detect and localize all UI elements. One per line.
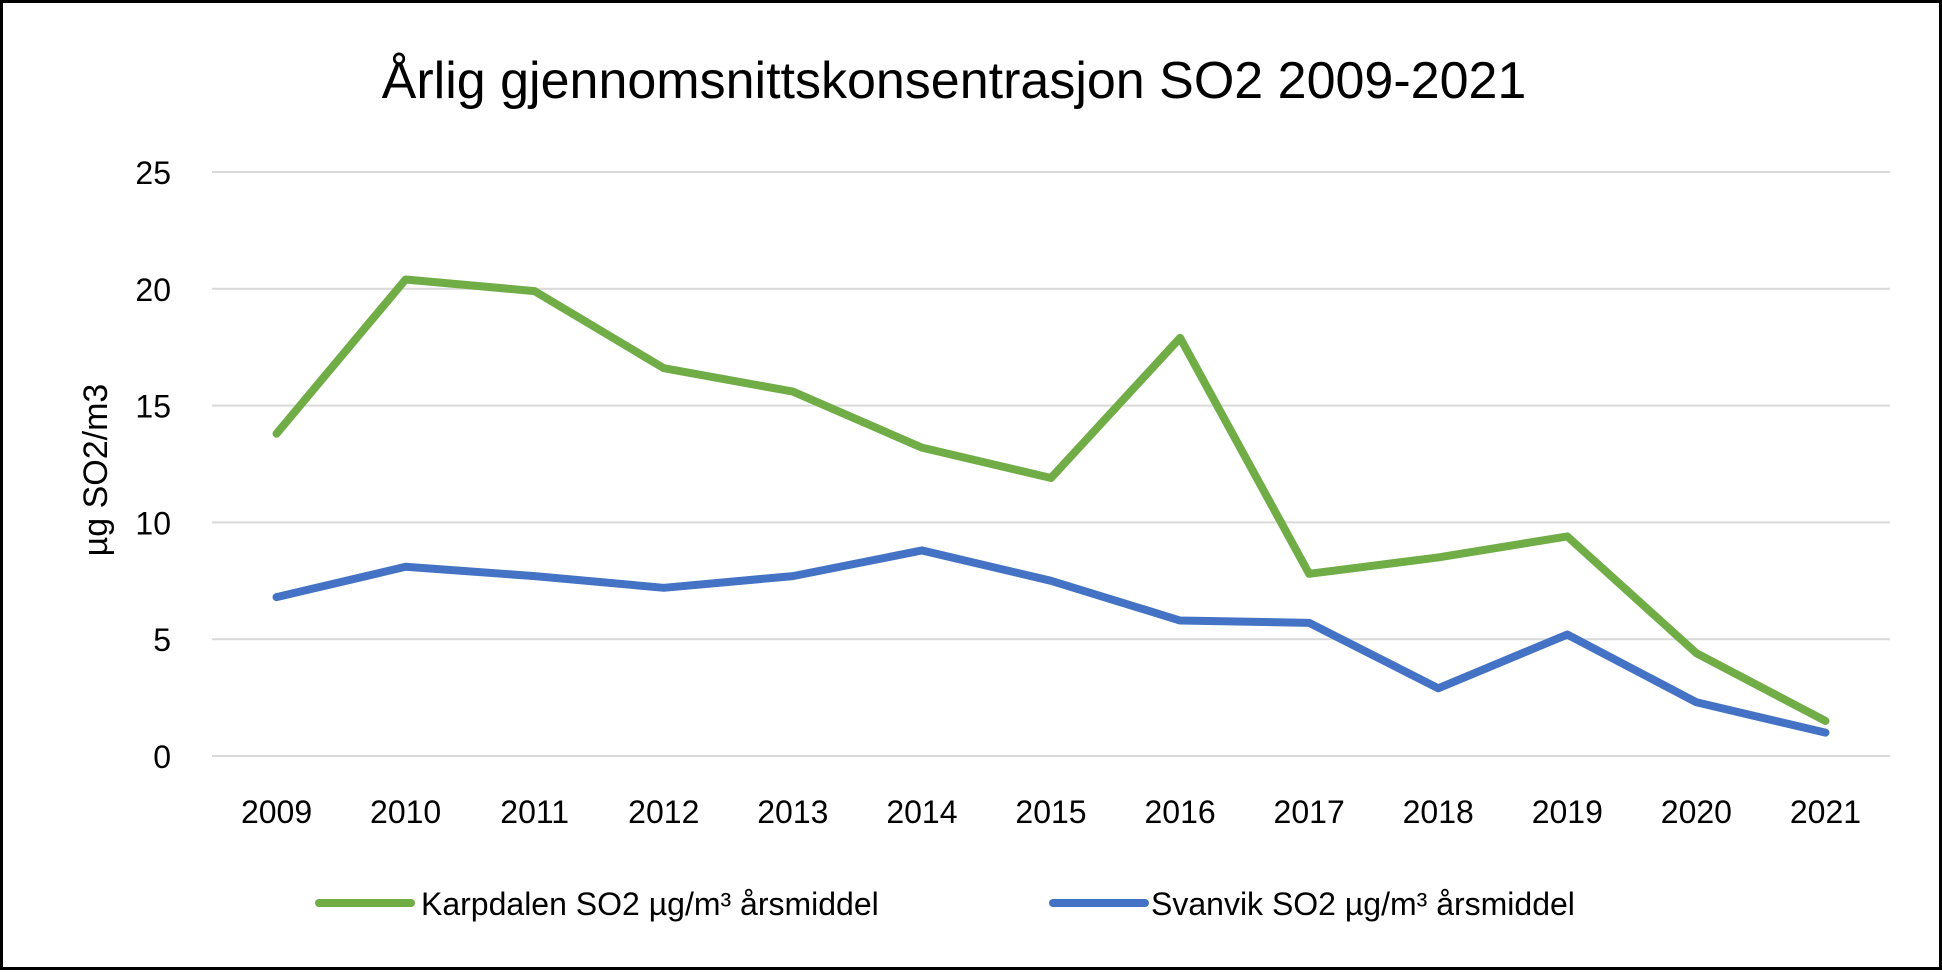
data-point: [1437, 687, 1440, 690]
y-tick-label: 15: [135, 389, 171, 425]
data-point: [1566, 633, 1569, 636]
y-axis-ticks: 0 5 10 15 20 25: [135, 155, 171, 775]
y-tick-label: 25: [135, 155, 171, 191]
data-point: [791, 575, 794, 578]
x-tick-label: 2014: [886, 794, 957, 830]
y-tick-label: 20: [135, 272, 171, 308]
x-tick-label: 2019: [1532, 794, 1603, 830]
x-tick-label: 2013: [757, 794, 828, 830]
data-point: [1179, 619, 1182, 622]
x-tick-label: 2021: [1790, 794, 1861, 830]
y-tick-label: 5: [153, 622, 171, 658]
data-point: [920, 549, 923, 552]
data-point: [533, 290, 536, 293]
x-tick-label: 2009: [241, 794, 312, 830]
plot-series: [272, 275, 1830, 737]
data-point: [1824, 731, 1827, 734]
data-point: [662, 586, 665, 589]
x-tick-label: 2017: [1274, 794, 1345, 830]
data-point: [920, 446, 923, 449]
data-point: [1824, 719, 1827, 722]
data-point: [1566, 535, 1569, 538]
legend: Karpdalen SO2 µg/m³ årsmiddel Svanvik SO2…: [315, 886, 1575, 922]
data-point: [662, 367, 665, 370]
data-point: [1695, 652, 1698, 655]
data-point: [1695, 701, 1698, 704]
x-tick-label: 2011: [500, 794, 569, 830]
y-tick-label: 0: [153, 739, 171, 775]
x-tick-label: 2020: [1661, 794, 1732, 830]
x-tick-label: 2012: [628, 794, 699, 830]
data-point: [404, 278, 407, 281]
data-point: [1179, 336, 1182, 339]
line-chart: Årlig gjennomsnittskonsentrasjon SO2 200…: [77, 52, 1890, 922]
data-point: [404, 565, 407, 568]
legend-label: Svanvik SO2 µg/m³ årsmiddel: [1151, 886, 1575, 922]
data-point: [533, 575, 536, 578]
x-axis-ticks: 2009 2010 2011 2012 2013 2014 2015 2016 2017 2018…: [241, 794, 1861, 830]
data-point: [1437, 556, 1440, 559]
x-tick-label: 2010: [370, 794, 441, 830]
y-axis-label: µg SO2/m3: [77, 384, 115, 557]
data-point: [791, 390, 794, 393]
series-line-karpdalen: [272, 275, 1830, 725]
data-point: [275, 596, 278, 599]
data-point: [1050, 477, 1052, 480]
y-tick-label: 10: [135, 505, 171, 541]
x-tick-label: 2015: [1015, 794, 1086, 830]
data-point: [1050, 579, 1052, 582]
chart-title: Årlig gjennomsnittskonsentrasjon SO2 200…: [382, 52, 1527, 110]
data-point: [1308, 621, 1311, 624]
data-point: [275, 432, 278, 435]
series-line-svanvik: [272, 546, 1830, 737]
data-point: [1308, 572, 1311, 575]
legend-label: Karpdalen SO2 µg/m³ årsmiddel: [421, 886, 879, 922]
x-tick-label: 2016: [1144, 794, 1215, 830]
x-tick-label: 2018: [1403, 794, 1474, 830]
